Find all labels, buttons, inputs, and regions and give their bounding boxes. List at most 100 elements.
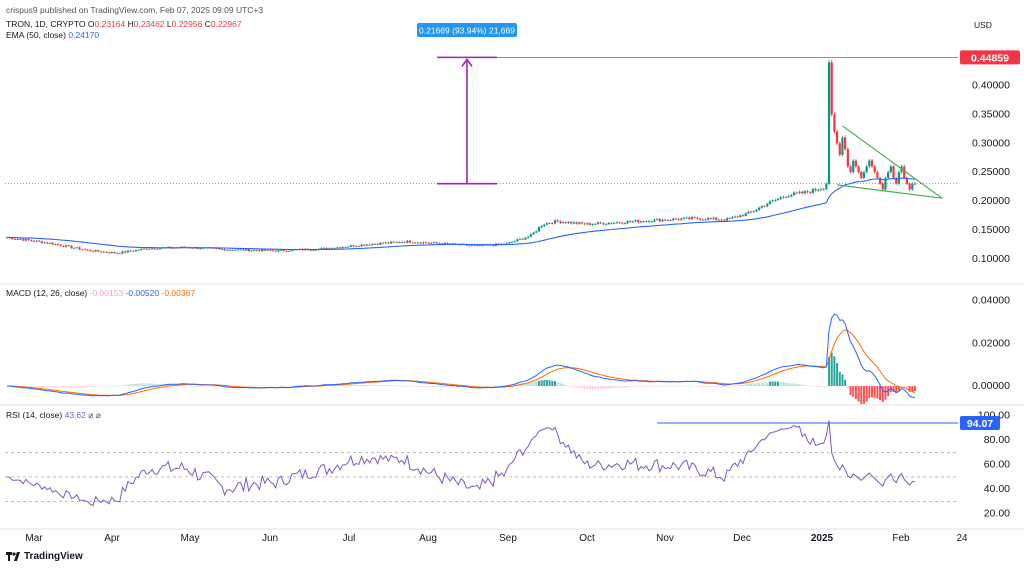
- macd-histogram-bar: [253, 386, 256, 387]
- macd-histogram-bar: [349, 384, 352, 386]
- candle-body: [325, 247, 328, 250]
- macd-histogram-bar: [873, 386, 876, 398]
- candle-body: [602, 223, 605, 225]
- candle-body: [580, 222, 583, 224]
- footer-brand[interactable]: TradingView: [6, 551, 83, 562]
- macd-histogram-bar: [261, 386, 264, 387]
- macd-histogram-bar: [266, 385, 269, 387]
- candle-body: [736, 216, 739, 218]
- candle-body: [809, 192, 812, 194]
- ema-label: EMA (50, close): [6, 30, 66, 40]
- macd-histogram-bar: [438, 386, 441, 388]
- candle-body: [561, 222, 565, 224]
- candle-body: [908, 183, 911, 190]
- candle-body: [430, 242, 433, 244]
- candle-body: [339, 247, 342, 249]
- rsi-label: RSI (14, close): [6, 410, 63, 420]
- candle-body: [548, 223, 551, 225]
- candle-body: [844, 137, 847, 150]
- candle-body: [887, 172, 890, 178]
- macd-histogram-bar: [908, 386, 911, 392]
- macd-histogram-bar: [817, 386, 820, 387]
- candle-body: [387, 242, 390, 244]
- macd-tick-label: 0.00000: [972, 380, 1010, 392]
- macd-histogram-bar: [148, 383, 151, 386]
- macd-histogram-bar: [570, 386, 573, 387]
- macd-histogram-bar: [417, 386, 420, 387]
- macd-histogram-bar: [433, 386, 436, 387]
- candle-body: [22, 239, 25, 241]
- macd-histogram-bar: [435, 386, 438, 387]
- macd-histogram-bar: [156, 384, 159, 386]
- candle-body: [559, 221, 562, 223]
- macd-histogram-bar: [245, 386, 248, 387]
- macd-histogram-bar: [183, 385, 186, 386]
- candle-body: [637, 220, 640, 223]
- candle-body: [199, 248, 202, 250]
- macd-histogram-bar: [204, 386, 207, 387]
- candle-body: [551, 223, 554, 225]
- candle-body: [846, 149, 849, 167]
- candle-body: [94, 250, 97, 252]
- candle-body: [685, 217, 688, 219]
- candle-body: [261, 249, 264, 252]
- macd-histogram-bar: [602, 386, 605, 389]
- candle-body: [86, 249, 89, 251]
- macd-histogram-bar: [537, 380, 540, 386]
- macd-histogram-bar: [126, 384, 129, 386]
- candle-body: [822, 189, 825, 190]
- candle-body: [223, 249, 226, 251]
- candle-body: [373, 244, 377, 245]
- candle-body: [266, 249, 269, 251]
- macd-histogram-bar: [492, 386, 495, 387]
- candle-body: [669, 219, 672, 221]
- macd-histogram-bar: [615, 386, 618, 388]
- macd-histogram-bar: [865, 386, 868, 402]
- candle-body: [250, 250, 253, 252]
- candle-body: [733, 216, 737, 218]
- macd-histogram-bar: [871, 386, 874, 398]
- candle-body: [787, 196, 790, 198]
- macd-histogram-bar: [629, 386, 632, 387]
- candle-body: [728, 218, 731, 219]
- candle-body: [878, 177, 882, 184]
- candle-body: [347, 246, 350, 248]
- candle-body: [682, 217, 686, 219]
- symbol-legend: TRON, 1D, CRYPTO O0.23164 H0.23462 L0.22…: [6, 19, 242, 29]
- macd-histogram-bar: [280, 385, 283, 387]
- candle-body: [56, 244, 60, 245]
- candle-body: [352, 245, 355, 247]
- macd-histogram-bar: [669, 386, 672, 387]
- macd-histogram-bar: [341, 385, 344, 386]
- macd-histogram-bar: [379, 385, 382, 386]
- time-axis-label: Jun: [262, 533, 278, 544]
- macd-histogram-bar: [540, 380, 543, 386]
- macd-histogram-bar: [876, 386, 879, 399]
- macd-histogram-bar: [819, 386, 822, 387]
- macd-histogram-bar: [583, 386, 586, 389]
- macd-histogram-bar: [580, 386, 583, 389]
- candle-body: [116, 253, 119, 254]
- candle-body: [43, 242, 46, 244]
- candle-body: [134, 249, 138, 252]
- macd-histogram-bar: [897, 386, 900, 391]
- candle-body: [677, 219, 680, 221]
- macd-histogram-bar: [682, 385, 685, 387]
- macd-histogram-bar: [664, 386, 667, 387]
- macd-histogram-bar: [677, 386, 680, 387]
- price-tick-label: 0.25000: [972, 166, 1010, 178]
- macd-histogram-bar: [591, 386, 594, 390]
- candle-body: [596, 222, 600, 224]
- macd-histogram-bar: [137, 383, 140, 386]
- macd-histogram-bar: [763, 382, 766, 386]
- candle-body: [153, 248, 156, 250]
- candle-body: [83, 249, 87, 251]
- macd-histogram-bar: [102, 386, 105, 387]
- candle-body: [693, 217, 696, 219]
- macd-histogram-bar: [159, 384, 162, 386]
- candle-body: [282, 249, 285, 251]
- macd-histogram-bar: [446, 386, 449, 388]
- candle-body: [594, 223, 597, 225]
- candle-body: [105, 251, 108, 253]
